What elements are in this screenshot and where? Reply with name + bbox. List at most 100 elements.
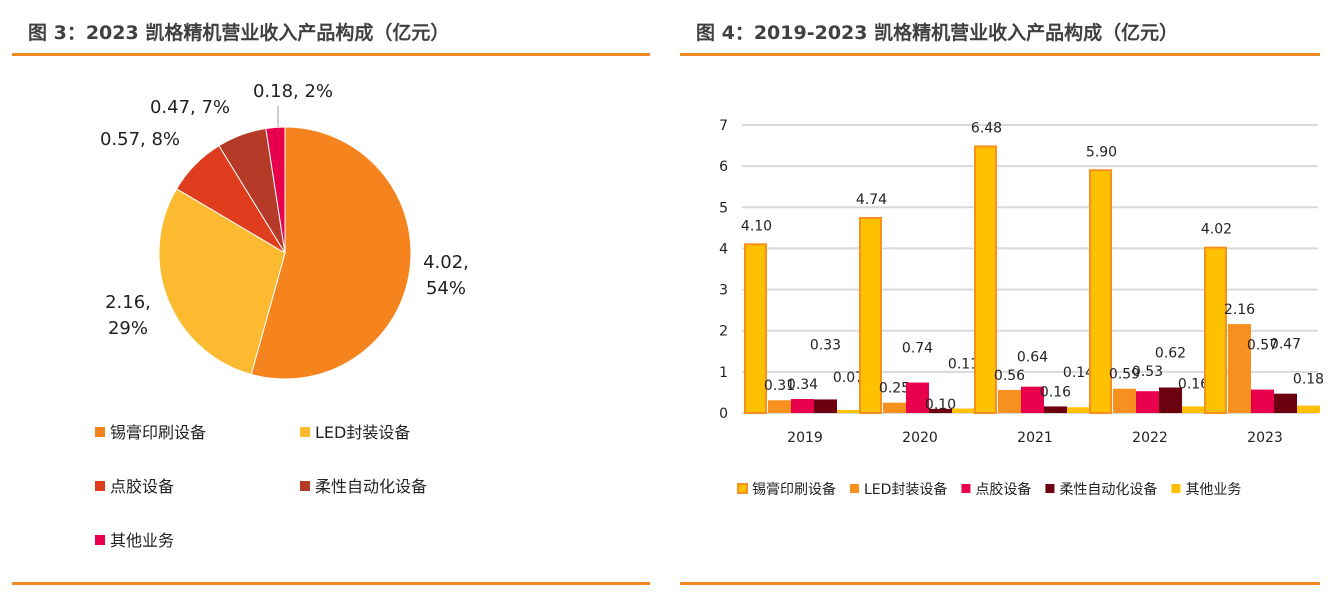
- y-tick-label: 6: [719, 159, 728, 175]
- pie-label: 29%: [108, 318, 148, 339]
- data-label: 5.90: [1086, 144, 1117, 160]
- bar: [814, 399, 837, 413]
- legend-label: 锡膏印刷设备: [110, 423, 206, 442]
- data-label: 0.31: [764, 378, 795, 394]
- legend-label: 柔性自动化设备: [1059, 481, 1157, 498]
- data-label: 0.53: [1132, 364, 1163, 380]
- data-label: 4.74: [856, 192, 887, 208]
- legend-swatch: [1045, 484, 1055, 493]
- bar: [1228, 324, 1251, 413]
- bar: [1021, 386, 1044, 413]
- bar: [791, 399, 814, 413]
- pie-label: 0.18, 2%: [253, 81, 333, 102]
- legend-label: 其他业务: [110, 531, 174, 550]
- pie-label: 4.02,: [423, 252, 469, 273]
- legend-label: LED封装设备: [864, 481, 947, 498]
- data-label: 0.56: [994, 368, 1025, 384]
- x-tick-label: 2023: [1247, 430, 1283, 446]
- legend-label: 点胶设备: [110, 477, 174, 496]
- data-label: 0.11: [948, 356, 979, 372]
- data-label: 0.16: [1178, 376, 1209, 392]
- legend-label: 锡膏印刷设备: [752, 481, 836, 498]
- pie-slice: [265, 126, 286, 254]
- left-chart-title: 图 3：2023 凯格精机营业收入产品构成（亿元）: [28, 22, 450, 44]
- y-tick-label: 2: [719, 324, 728, 340]
- divider: [680, 53, 1320, 56]
- bar: [1204, 246, 1227, 414]
- divider: [12, 53, 650, 56]
- pie-label: 0.57, 8%: [100, 129, 180, 150]
- pie-label: 2.16,: [105, 292, 151, 313]
- data-label: 0.07: [833, 370, 864, 386]
- data-label: 2.16: [1224, 302, 1255, 318]
- legend-swatch: [1171, 484, 1181, 493]
- right-chart-title: 图 4：2019-2023 凯格精机营业收入产品构成（亿元）: [696, 22, 1179, 44]
- pie-label: 54%: [426, 278, 466, 299]
- bar: [1089, 169, 1112, 414]
- bar: [1251, 389, 1274, 413]
- data-label: 0.25: [879, 381, 910, 397]
- legend-swatch: [95, 481, 105, 491]
- data-label: 0.14: [1063, 365, 1094, 381]
- bar: [929, 408, 952, 413]
- data-label: 0.62: [1155, 345, 1186, 361]
- data-label: 4.02: [1201, 222, 1232, 238]
- pie-slice: [158, 188, 286, 375]
- data-label: 0.10: [925, 397, 956, 413]
- data-label: 0.64: [1017, 350, 1048, 366]
- legend-swatch: [850, 484, 859, 493]
- bar: [859, 216, 882, 414]
- legend-label: 其他业务: [1185, 482, 1241, 498]
- y-tick-label: 3: [719, 283, 728, 299]
- legend-swatch: [961, 484, 971, 493]
- bar: [1044, 406, 1067, 413]
- bar: [744, 243, 767, 414]
- x-tick-label: 2021: [1017, 430, 1053, 446]
- data-label: 0.16: [1040, 384, 1071, 400]
- bar: [883, 402, 906, 413]
- legend-swatch: [737, 483, 748, 494]
- data-label: 4.10: [741, 218, 772, 234]
- x-tick-label: 2022: [1132, 430, 1168, 446]
- bar: [906, 382, 929, 413]
- y-tick-label: 1: [719, 365, 728, 381]
- data-label: 0.47: [1270, 337, 1301, 353]
- divider: [12, 582, 650, 585]
- bar: [837, 410, 860, 413]
- y-tick-label: 5: [719, 200, 728, 216]
- bar: [1136, 391, 1159, 413]
- bar: [974, 145, 997, 414]
- data-label: 0.34: [787, 377, 818, 393]
- data-label: 0.57: [1247, 338, 1278, 354]
- pie-label: 0.47, 7%: [150, 97, 230, 118]
- bar: [1067, 407, 1090, 413]
- bar: [1182, 406, 1205, 413]
- bar: [1113, 388, 1136, 413]
- data-label: 0.59: [1109, 367, 1140, 383]
- data-label: 0.74: [902, 341, 933, 357]
- data-label: 6.48: [971, 120, 1002, 136]
- x-tick-label: 2020: [902, 430, 938, 446]
- bar: [768, 400, 791, 413]
- bar: [1159, 387, 1182, 413]
- legend-label: 点胶设备: [975, 481, 1031, 498]
- legend-swatch: [95, 427, 105, 437]
- bar: [1274, 393, 1297, 413]
- x-tick-label: 2019: [787, 430, 823, 446]
- divider: [680, 582, 1320, 585]
- y-tick-label: 4: [719, 241, 728, 257]
- legend-label: LED封装设备: [315, 423, 410, 442]
- legend-swatch: [300, 427, 310, 437]
- y-tick-label: 7: [719, 118, 728, 134]
- data-label: 0.33: [810, 337, 841, 353]
- y-tick-label: 0: [719, 406, 728, 422]
- bar: [998, 389, 1021, 413]
- data-label: 0.18: [1293, 372, 1324, 388]
- legend-swatch: [95, 535, 105, 545]
- legend-label: 柔性自动化设备: [315, 477, 427, 496]
- pie-slice: [250, 126, 412, 380]
- bar: [952, 408, 975, 413]
- bar: [1297, 405, 1320, 413]
- legend-swatch: [300, 481, 310, 491]
